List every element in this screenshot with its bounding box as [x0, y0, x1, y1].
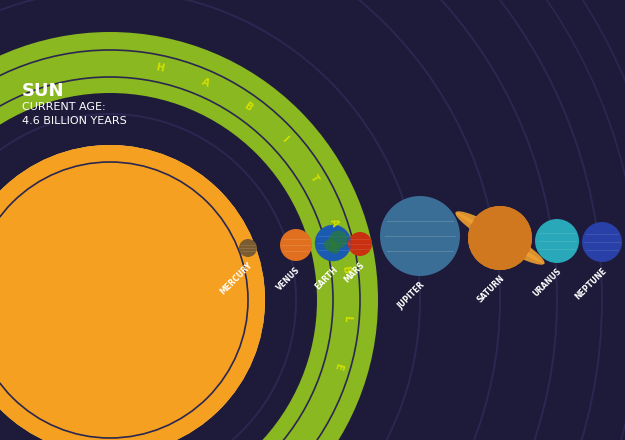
Text: B: B — [340, 265, 351, 274]
Circle shape — [582, 222, 622, 262]
Circle shape — [468, 206, 532, 270]
Text: URANUS: URANUS — [531, 267, 563, 299]
Circle shape — [329, 231, 348, 249]
Text: A: A — [328, 217, 340, 227]
Circle shape — [0, 165, 246, 436]
Ellipse shape — [456, 212, 544, 264]
Ellipse shape — [456, 211, 544, 265]
Text: VENUS: VENUS — [276, 265, 302, 292]
Circle shape — [324, 238, 337, 251]
Text: H: H — [154, 62, 164, 73]
Text: CURRENT AGE:: CURRENT AGE: — [22, 102, 106, 112]
Text: L: L — [342, 315, 352, 322]
Text: 4.6 BILLION YEARS: 4.6 BILLION YEARS — [22, 116, 127, 126]
Text: JUPITER: JUPITER — [396, 280, 426, 311]
Circle shape — [13, 203, 207, 397]
Text: MERCURY: MERCURY — [219, 261, 254, 297]
Circle shape — [0, 32, 378, 440]
Circle shape — [468, 206, 532, 270]
Circle shape — [0, 93, 317, 440]
Text: E: E — [332, 362, 344, 370]
Circle shape — [535, 219, 579, 263]
Circle shape — [32, 223, 188, 378]
Circle shape — [280, 229, 312, 261]
Text: A: A — [200, 77, 211, 89]
Text: EARTH: EARTH — [313, 265, 339, 292]
Circle shape — [52, 242, 168, 358]
Circle shape — [468, 206, 532, 270]
Circle shape — [0, 184, 226, 416]
Text: B: B — [242, 100, 254, 113]
Circle shape — [0, 145, 265, 440]
Text: SUN: SUN — [22, 82, 64, 100]
Circle shape — [348, 232, 372, 256]
Circle shape — [329, 243, 340, 254]
Text: SATURN: SATURN — [476, 274, 506, 305]
Text: NEPTUNE: NEPTUNE — [573, 266, 608, 301]
Circle shape — [71, 261, 149, 339]
Text: I: I — [280, 134, 289, 143]
Circle shape — [315, 225, 351, 261]
Text: T: T — [308, 172, 320, 183]
Circle shape — [0, 145, 265, 440]
Text: MARS: MARS — [342, 260, 366, 284]
Circle shape — [91, 281, 129, 319]
Circle shape — [380, 196, 460, 276]
Circle shape — [239, 239, 257, 257]
